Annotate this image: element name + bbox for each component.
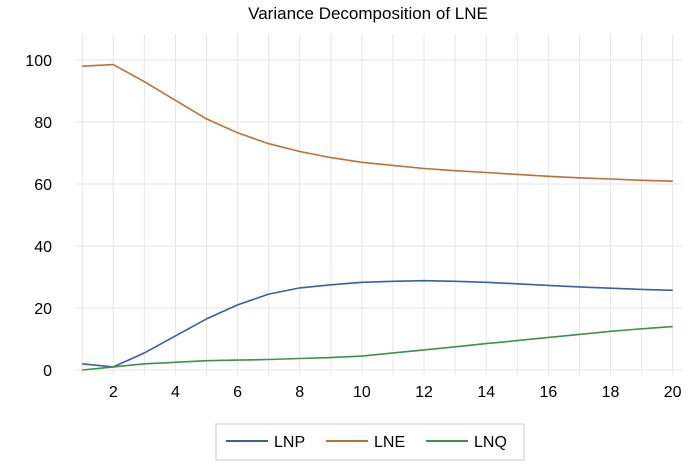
legend-label: LNQ (474, 434, 507, 451)
x-tick-label: 16 (539, 384, 557, 401)
legend-label: LNE (374, 434, 405, 451)
series-line-lne (82, 63, 673, 182)
series-line-lnq (82, 325, 673, 371)
y-tick-label: 20 (34, 301, 52, 318)
x-tick-label: 6 (233, 384, 242, 401)
tick-labels: 0 20 40 60 80 100 2 4 6 8 10 12 14 16 18 20 (25, 53, 681, 401)
legend: LNP LNE LNQ (215, 423, 525, 461)
chart-title: Variance Decomposition of LNE (248, 4, 488, 23)
x-tick-label: 8 (295, 384, 304, 401)
y-tick-label: 100 (25, 53, 52, 70)
x-tick-label: 4 (171, 384, 180, 401)
series-lines (82, 63, 673, 371)
y-tick-label: 40 (34, 239, 52, 256)
grid (76, 34, 682, 375)
x-tick-label: 18 (602, 384, 620, 401)
y-tick-label: 80 (34, 115, 52, 132)
x-tick-label: 10 (353, 384, 371, 401)
y-tick-label: 60 (34, 177, 52, 194)
x-tick-label: 14 (477, 384, 495, 401)
legend-label: LNP (274, 434, 305, 451)
x-tick-label: 20 (664, 384, 682, 401)
y-tick-label: 0 (43, 363, 52, 380)
x-tick-label: 2 (109, 384, 118, 401)
x-tick-label: 12 (415, 384, 433, 401)
series-line-lnp (82, 279, 673, 368)
